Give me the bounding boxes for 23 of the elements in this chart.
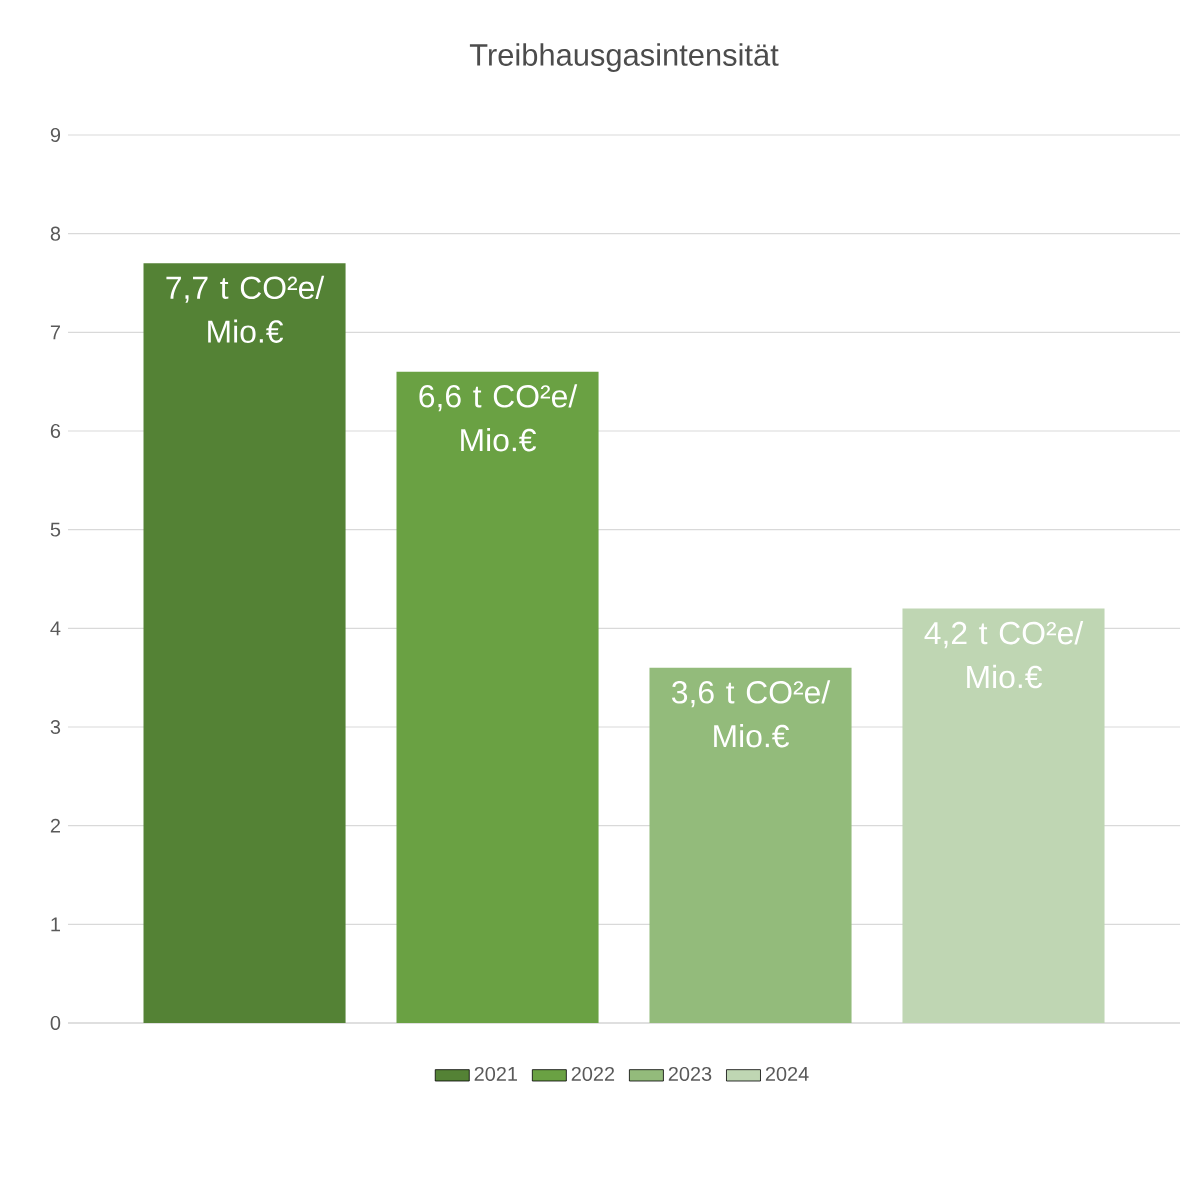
legend-label: 2023 (668, 1066, 712, 1081)
data-label: 3,6 t CO²e/ Mio.€ (672, 680, 831, 748)
y-tick-label: 2 (50, 818, 60, 833)
bar (649, 667, 852, 1023)
y-tick-label: 6 (50, 423, 61, 439)
legend-label: 2021 (474, 1066, 518, 1081)
data-label: 6,6 t CO²e/ Mio.€ (419, 384, 578, 452)
bar (396, 371, 599, 1023)
y-tick-label: 0 (50, 1015, 61, 1031)
bar (902, 608, 1105, 1023)
chart-title: Treibhausgasintensität (469, 43, 779, 72)
y-tick-label: 7 (50, 325, 60, 340)
bar (143, 263, 346, 1023)
y-tick-label: 3 (50, 719, 61, 735)
data-label: 4,2 t CO²e/ Mio.€ (924, 620, 1084, 689)
legend-label: 2024 (765, 1066, 809, 1081)
y-tick-label: 9 (50, 127, 61, 143)
data-label: 7,7 t CO²e/ Mio.€ (166, 275, 325, 343)
legend-label: 2022 (571, 1066, 615, 1081)
y-tick-label: 5 (50, 522, 61, 537)
y-tick-label: 4 (50, 621, 61, 636)
y-tick-label: 1 (51, 917, 60, 932)
y-tick-label: 8 (50, 226, 61, 241)
